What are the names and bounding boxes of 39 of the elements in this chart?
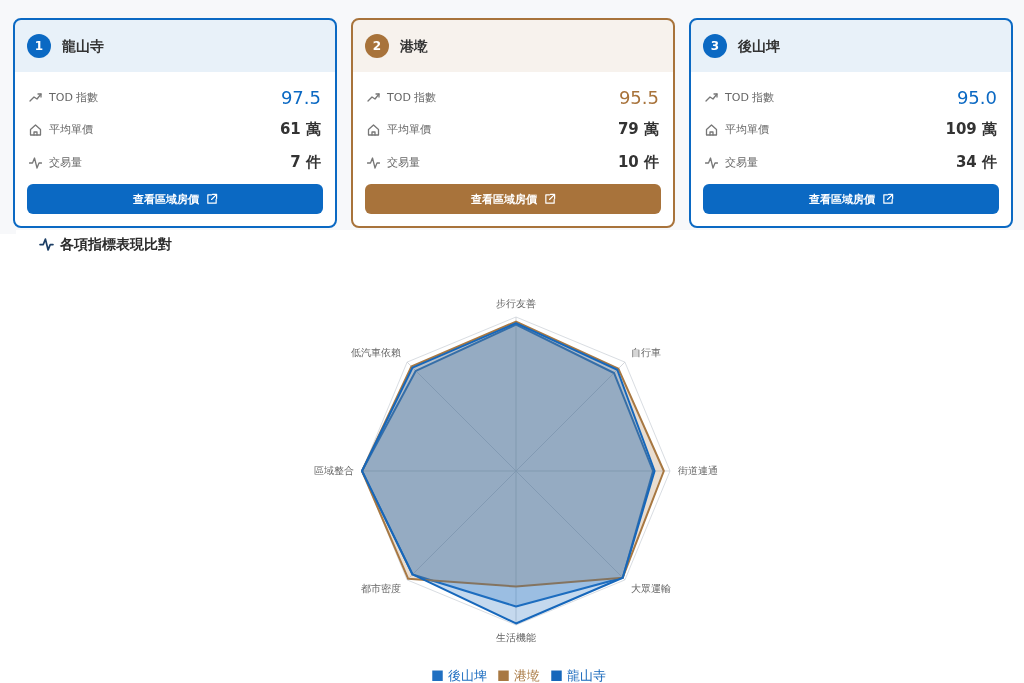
text: 交易量 xyxy=(387,154,421,170)
number-badge: 1 xyxy=(27,34,51,58)
text: 7 件 xyxy=(290,152,321,172)
spoke-label: 區域整合 xyxy=(313,465,354,476)
text: 龍山寺 xyxy=(62,37,104,56)
number-badge: 3 xyxy=(703,34,727,58)
view-prices-button: 查看區域房價 xyxy=(27,184,323,214)
text: 交易量 xyxy=(725,154,759,170)
text: 95.5 xyxy=(618,86,659,108)
text: 後山埤 xyxy=(738,37,780,56)
view-prices-button: 查看區域房價 xyxy=(703,184,999,214)
text: 10 件 xyxy=(617,152,659,172)
text: 平均單價 xyxy=(725,121,770,137)
spoke-label: 大眾運輸 xyxy=(630,583,671,595)
text: 34 件 xyxy=(955,152,997,172)
spoke-label: 生活機能 xyxy=(496,632,536,644)
text: 平均單價 xyxy=(387,121,432,137)
legend-label: 龍山寺 xyxy=(567,667,606,683)
text: 97.5 xyxy=(280,86,321,108)
text: TOD 指數 xyxy=(725,89,776,105)
view-prices-button: 查看區域房價 xyxy=(365,184,661,214)
spoke-label: 都市密度 xyxy=(361,583,402,595)
text: 79 萬 xyxy=(617,119,659,139)
text: 各項指標表現比對 xyxy=(59,236,172,252)
text: 61 萬 xyxy=(279,119,321,139)
text: 109 萬 xyxy=(945,119,997,139)
spoke-label: 步行友善 xyxy=(496,297,536,309)
text: TOD 指數 xyxy=(49,89,100,105)
text: 平均單價 xyxy=(49,121,94,137)
spoke-label: 自行車 xyxy=(630,346,661,358)
text: 交易量 xyxy=(49,154,83,170)
text: 港墘 xyxy=(400,37,428,56)
text: 95.0 xyxy=(956,86,997,108)
legend-label: 港墘 xyxy=(514,667,540,683)
number-badge: 2 xyxy=(365,34,389,58)
legend-label: 後山埤 xyxy=(448,667,487,683)
text: TOD 指數 xyxy=(387,89,438,105)
spoke-label: 低汽車依賴 xyxy=(351,346,402,358)
spoke-label: 街道連通 xyxy=(678,465,719,476)
